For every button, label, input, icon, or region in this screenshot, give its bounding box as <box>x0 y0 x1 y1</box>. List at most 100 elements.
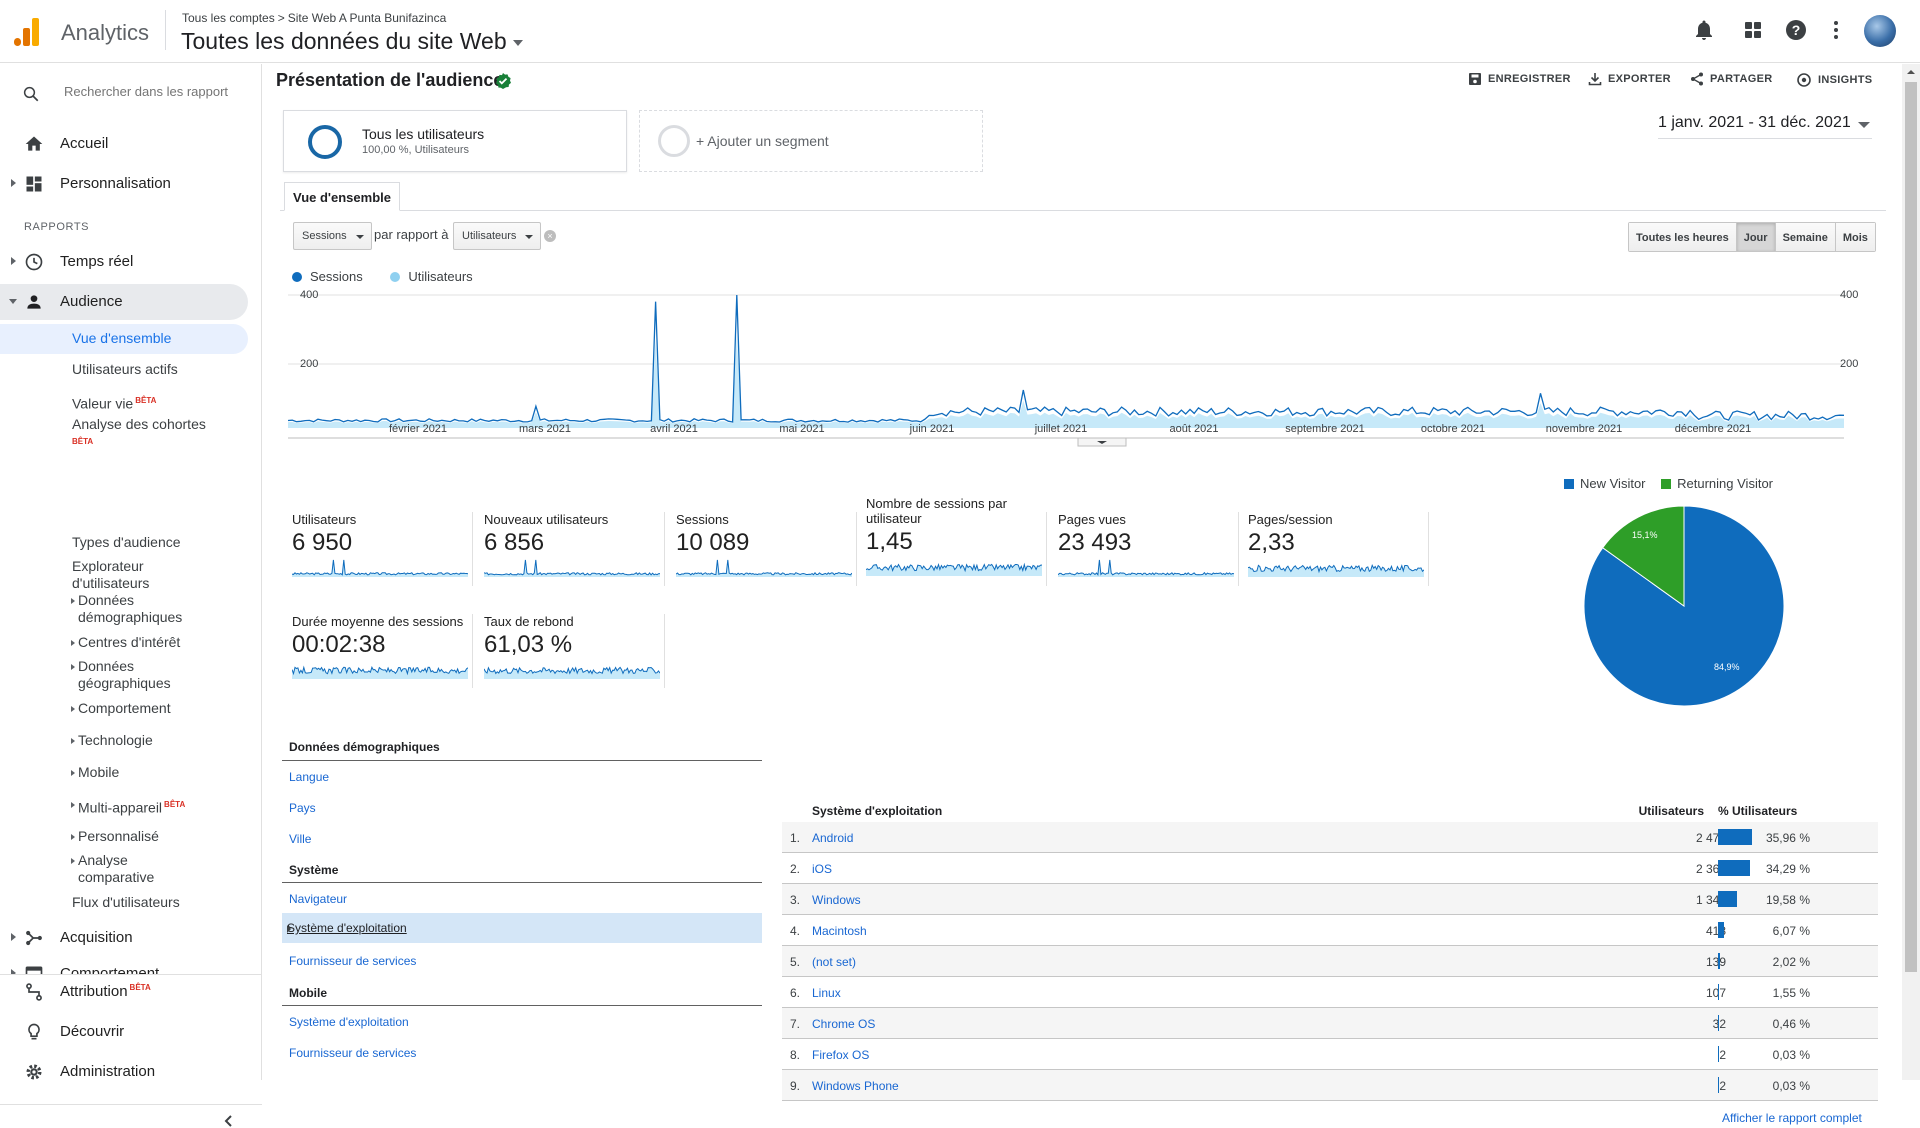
add-segment-button[interactable]: + Ajouter un segment <box>639 110 983 172</box>
metric-users[interactable]: Utilisateurs 6 950 <box>292 512 472 577</box>
os-name-link[interactable]: Android <box>812 831 854 845</box>
page-scrollbar[interactable] <box>1902 64 1920 1080</box>
sidebar-item-admin[interactable]: Administration <box>0 1054 248 1090</box>
sidebar-item-realtime[interactable]: Temps réel <box>0 244 248 280</box>
os-name-link[interactable]: Chrome OS <box>812 1017 876 1031</box>
system-browser-link[interactable]: Navigateur <box>289 892 348 906</box>
os-name-link[interactable]: iOS <box>812 862 833 876</box>
clear-compare-icon[interactable]: × <box>544 230 556 242</box>
legend-users[interactable]: Utilisateurs <box>408 269 473 284</box>
metric-avg-session-duration[interactable]: Durée moyenne des sessions 00:02:38 <box>292 614 472 679</box>
mobile-os-link[interactable]: Système d'exploitation <box>289 1015 409 1029</box>
sidebar-item-attribution[interactable]: Attribution BÊTA <box>0 974 248 1010</box>
export-button[interactable]: EXPORTER <box>1588 72 1671 86</box>
metric-select[interactable]: Sessions <box>293 222 372 250</box>
sidebar-subitem-demographics[interactable]: Données démographiques <box>71 592 208 626</box>
scrollbar-thumb[interactable] <box>1905 82 1917 972</box>
table-row[interactable]: 7. Chrome OS 32 0,46 % <box>782 1008 1878 1039</box>
avatar[interactable] <box>1864 15 1896 47</box>
sidebar-subitem-users-flow[interactable]: Flux d'utilisateurs <box>72 894 180 910</box>
table-row[interactable]: 4. Macintosh 418 6,07 % <box>782 915 1878 946</box>
sidebar-subitem-user-explorer[interactable]: Explorateur d'utilisateurs <box>72 558 150 591</box>
sidebar-subitem-active-users[interactable]: Utilisateurs actifs <box>72 361 178 377</box>
metric-sessions-per-user[interactable]: Nombre de sessions par utilisateur 1,45 <box>866 496 1044 576</box>
scroll-up-icon[interactable] <box>1907 68 1915 76</box>
notifications-bell-icon[interactable] <box>1692 18 1716 42</box>
granularity-month[interactable]: Mois <box>1835 223 1875 251</box>
sidebar-subitem-cross-device[interactable]: Multi-appareil BÊTA <box>71 796 185 817</box>
more-vert-icon[interactable] <box>1824 18 1848 42</box>
table-row[interactable]: 3. Windows 1 348 19,58 % <box>782 884 1878 915</box>
sidebar-item-audience[interactable]: Audience <box>0 284 248 320</box>
sidebar-subitem-mobile[interactable]: Mobile <box>71 764 119 781</box>
collapse-sidebar-icon[interactable] <box>222 1114 236 1128</box>
breadcrumb[interactable]: Tous les comptes > Site Web A Punta Bunifa… <box>182 11 446 25</box>
sidebar-subitem-cohort[interactable]: Analyse des cohortes BÊTA <box>72 416 212 450</box>
granularity-hourly[interactable]: Toutes les heures <box>1629 223 1737 251</box>
pct-users-column-header[interactable]: % Utilisateurs <box>1718 804 1798 818</box>
sidebar-search[interactable] <box>0 76 262 116</box>
analytics-logo-icon[interactable] <box>14 18 40 46</box>
insights-button[interactable]: INSIGHTS <box>1796 72 1872 88</box>
metric-bounce-rate[interactable]: Taux de rebond 61,03 % <box>484 614 664 679</box>
share-button[interactable]: PARTAGER <box>1690 72 1773 86</box>
sidebar-subitem-lifetime-value[interactable]: Valeur vie BÊTA <box>72 392 156 413</box>
metric-pageviews[interactable]: Pages vues 23 493 <box>1058 512 1238 577</box>
table-row[interactable]: 5. (not set) 139 2,02 % <box>782 946 1878 977</box>
sidebar-subitem-behavior[interactable]: Comportement <box>71 700 171 717</box>
segment-all-users[interactable]: Tous les utilisateurs 100,00 %, Utilisat… <box>283 110 627 172</box>
sidebar-subitem-geo[interactable]: Données géographiques <box>71 658 198 692</box>
os-name-link[interactable]: Linux <box>812 986 841 1000</box>
visitor-type-pie-chart[interactable]: 84,9% 15,1% <box>1582 504 1786 708</box>
sidebar-subitem-audiences[interactable]: Types d'audience <box>72 534 181 550</box>
save-button[interactable]: ENREGISTRER <box>1468 72 1571 86</box>
sidebar-item-acquisition[interactable]: Acquisition <box>0 920 248 956</box>
table-row[interactable]: 8. Firefox OS 2 0,03 % <box>782 1039 1878 1070</box>
search-input[interactable] <box>64 84 254 99</box>
system-os-link[interactable]: Système d'exploitation <box>282 913 762 943</box>
breadcrumb-all-accounts[interactable]: Tous les comptes <box>182 11 275 25</box>
sidebar-subitem-benchmarking[interactable]: Analyse comparative <box>71 852 188 886</box>
view-selector[interactable]: Toutes les données du site Web <box>181 28 523 55</box>
os-name-link[interactable]: Firefox OS <box>812 1048 870 1062</box>
sidebar-item-home[interactable]: Accueil <box>0 126 248 162</box>
table-row[interactable]: 9. Windows Phone 2 0,03 % <box>782 1070 1878 1101</box>
os-name-link[interactable]: Macintosh <box>812 924 867 938</box>
breadcrumb-account[interactable]: Site Web A Punta Bunifazinca <box>287 11 447 25</box>
sidebar-subitem-interests[interactable]: Centres d'intérêt <box>71 634 180 651</box>
sidebar-subitem-custom[interactable]: Personnalisé <box>71 828 159 845</box>
compare-metric-select[interactable]: Utilisateurs <box>453 222 542 250</box>
legend-sessions[interactable]: Sessions <box>310 269 363 284</box>
sidebar-item-behavior[interactable]: Comportement <box>0 956 248 974</box>
tab-overview[interactable]: Vue d'ensemble <box>284 182 400 211</box>
sidebar-subitem-overview[interactable]: Vue d'ensemble <box>0 324 248 354</box>
os-name-link[interactable]: (not set) <box>812 955 857 969</box>
demographics-country-link[interactable]: Pays <box>289 801 316 815</box>
os-name-link[interactable]: Windows Phone <box>812 1079 899 1093</box>
legend-returning-visitor[interactable]: Returning Visitor <box>1677 476 1774 491</box>
metric-sessions[interactable]: Sessions 10 089 <box>676 512 856 577</box>
table-row[interactable]: 1. Android 2 476 35,96 % <box>782 822 1878 853</box>
table-row[interactable]: 6. Linux 107 1,55 % <box>782 977 1878 1008</box>
users-column-header[interactable]: Utilisateurs <box>1638 804 1704 818</box>
help-icon[interactable]: ? <box>1784 18 1808 42</box>
granularity-day[interactable]: Jour <box>1736 223 1776 251</box>
sidebar-item-customization[interactable]: Personnalisation <box>0 166 248 202</box>
sidebar-subitem-technology[interactable]: Technologie <box>71 732 153 749</box>
legend-new-visitor[interactable]: New Visitor <box>1580 476 1646 491</box>
sidebar-item-discover[interactable]: Découvrir <box>0 1014 248 1050</box>
demographics-city-link[interactable]: Ville <box>289 832 312 846</box>
metric-pages-per-session[interactable]: Pages/session 2,33 <box>1248 512 1428 577</box>
metric-new-users[interactable]: Nouveaux utilisateurs 6 856 <box>484 512 664 577</box>
sessions-line-chart[interactable]: 400 200 400 200 <box>288 288 1892 428</box>
apps-grid-icon[interactable] <box>1741 18 1765 42</box>
demographics-language-link[interactable]: Langue <box>289 770 330 784</box>
mobile-isp-link[interactable]: Fournisseur de services <box>289 1046 417 1060</box>
granularity-week[interactable]: Semaine <box>1775 223 1836 251</box>
full-report-link[interactable]: Afficher le rapport complet <box>1722 1111 1862 1125</box>
table-row[interactable]: 2. iOS 2 361 34,29 % <box>782 853 1878 884</box>
os-name-link[interactable]: Windows <box>812 893 861 907</box>
system-isp-link[interactable]: Fournisseur de services <box>289 954 417 968</box>
pie-slice-returning-visitor[interactable] <box>1602 505 1685 607</box>
date-range-picker[interactable]: 1 janv. 2021 - 31 déc. 2021 <box>1658 114 1872 139</box>
